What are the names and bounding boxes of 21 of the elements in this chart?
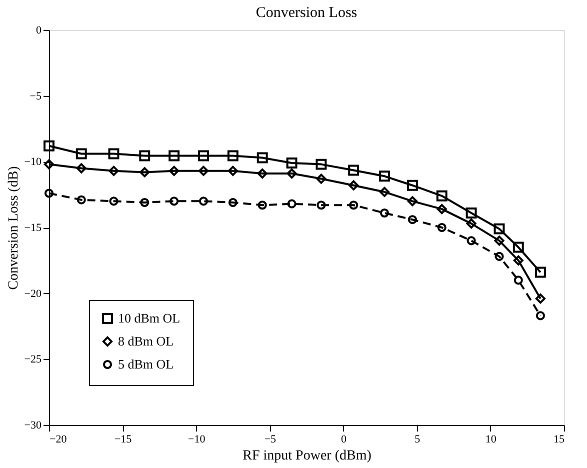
- y-tick-label: −25: [24, 354, 42, 366]
- x-tick-label: 10: [485, 434, 497, 446]
- y-tick-label: 0: [36, 24, 42, 36]
- x-tick-label: −15: [114, 434, 132, 446]
- x-tick-label: 0: [341, 434, 348, 446]
- x-tick-label: −20: [50, 434, 68, 446]
- legend-label: 8 dBm OL: [118, 334, 174, 348]
- x-tick-label: −5: [264, 434, 277, 446]
- x-tick-label: −10: [188, 434, 206, 446]
- chart-title: Conversion Loss: [256, 5, 358, 21]
- legend-label: 5 dBm OL: [118, 356, 174, 372]
- x-axis-title: RF input Power (dBm): [242, 448, 372, 464]
- x-tick-label: 15: [554, 434, 565, 446]
- y-tick-label: −30: [24, 420, 42, 432]
- y-tick-label: −15: [24, 222, 42, 234]
- y-tick-label: −5: [30, 90, 42, 102]
- y-axis-title: Conversion Loss (dB): [6, 166, 22, 290]
- y-tick-label: −20: [24, 288, 42, 300]
- legend-label: 10 dBm OL: [118, 310, 180, 326]
- y-tick-label: −10: [24, 156, 42, 168]
- x-tick-label: 5: [414, 434, 421, 446]
